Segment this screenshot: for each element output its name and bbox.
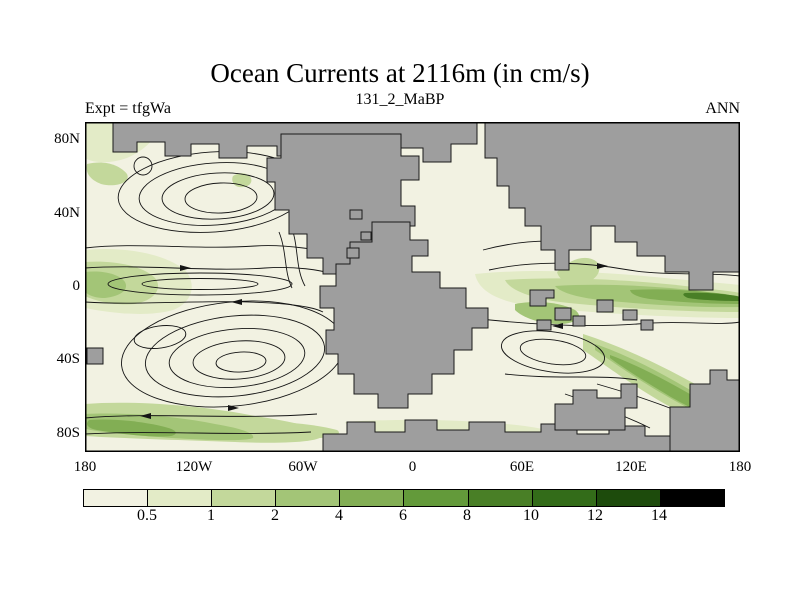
land-masses: [86, 122, 740, 452]
y-tick-label: 80S: [56, 425, 80, 441]
experiment-label: Expt = tfgWa: [85, 100, 171, 117]
colorbar-cell-10: [660, 490, 724, 506]
colorbar-cell-8: [532, 490, 597, 506]
x-tick-label: 0: [408, 459, 417, 475]
colorbar-label: 12: [587, 507, 603, 524]
y-tick-label: 40S: [56, 351, 80, 367]
colorbar-cell-2: [148, 490, 213, 506]
colorbar-cell-3: [212, 490, 277, 506]
colorbar-cell-9: [596, 490, 661, 506]
colorbar-cell-6: [404, 490, 469, 506]
season-label: ANN: [705, 100, 740, 117]
x-tick-label: 120E: [615, 459, 647, 475]
map-frame: [85, 122, 740, 452]
colorbar-label: 14: [651, 507, 667, 524]
colorbar-cell-5: [340, 490, 405, 506]
x-tick-label: 60E: [509, 459, 535, 475]
x-tick-label: 60W: [288, 459, 318, 475]
speed-shading: [85, 122, 740, 452]
colorbar-label: 6: [399, 507, 407, 524]
y-tick-label: 40N: [54, 205, 80, 221]
colorbar-label: 2: [271, 507, 279, 524]
colorbar-label: 0.5: [137, 507, 157, 524]
colorbar-cell-7: [468, 490, 533, 506]
x-tick-label: 180: [728, 459, 752, 475]
colorbar-cell-4: [276, 490, 341, 506]
y-tick-label: 0: [72, 278, 81, 294]
y-tick-label: 80N: [54, 131, 80, 147]
page-title: Ocean Currents at 2116m (in cm/s): [210, 58, 590, 88]
colorbar-cell-1: [84, 490, 149, 506]
colorbar-label: 10: [523, 507, 539, 524]
colorbar: [83, 489, 725, 507]
map-svg: [85, 122, 740, 452]
x-tick-label: 180: [73, 459, 97, 475]
subtitle-run-id: 131_2_MaBP: [355, 91, 445, 108]
colorbar-label: 8: [463, 507, 471, 524]
map-plot: [85, 122, 740, 452]
colorbar-label: 4: [335, 507, 343, 524]
colorbar-label: 1: [207, 507, 215, 524]
x-tick-label: 120W: [175, 459, 213, 475]
